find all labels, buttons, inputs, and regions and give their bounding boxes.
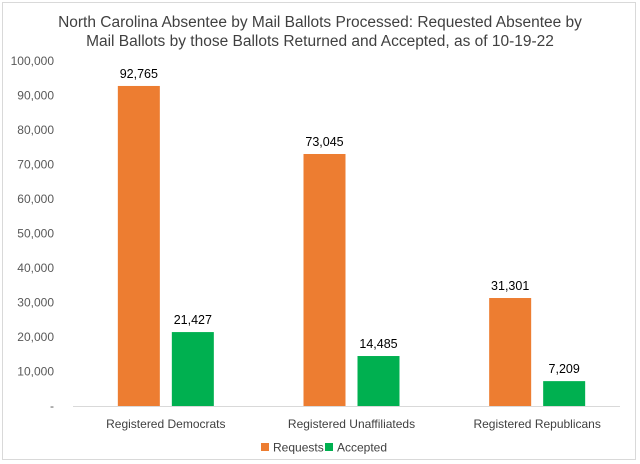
y-tick-label: 10,000 xyxy=(17,365,54,379)
data-label-accepted: 21,427 xyxy=(174,313,212,327)
y-tick-label: 50,000 xyxy=(17,227,54,241)
y-tick-label: 40,000 xyxy=(17,261,54,275)
bar-requests-2 xyxy=(303,153,346,406)
x-axis-categories: Registered Democrats Registered Unaffilia… xyxy=(106,417,601,431)
legend-label-requests: Requests xyxy=(273,441,324,455)
x-category-label: Registered Unaffiliateds xyxy=(288,417,415,431)
data-label-requests: 92,765 xyxy=(120,67,158,81)
data-label-requests: 31,301 xyxy=(491,279,529,293)
data-label-accepted: 14,485 xyxy=(359,337,397,351)
y-tick-label: 90,000 xyxy=(17,89,54,103)
data-labels: 92,765 21,427 73,045 14,485 31,301 7,209 xyxy=(120,67,580,376)
y-tick-label: 100,000 xyxy=(11,54,55,68)
legend: Requests Accepted xyxy=(261,441,387,455)
bar-accepted-2 xyxy=(357,356,400,406)
chart-title-line-1: North Carolina Absentee by Mail Ballots … xyxy=(58,14,582,31)
y-tick-label: - xyxy=(50,399,54,413)
x-category-label: Registered Democrats xyxy=(106,417,225,431)
bar-accepted-1 xyxy=(171,332,214,406)
bars xyxy=(117,85,586,406)
bar-requests-1 xyxy=(117,85,160,406)
bar-requests-3 xyxy=(489,298,532,406)
data-label-requests: 73,045 xyxy=(305,135,343,149)
y-axis: - 10,000 20,000 30,000 40,000 50,000 60,000 70,… xyxy=(11,54,55,413)
y-tick-label: 70,000 xyxy=(17,158,54,172)
y-tick-label: 30,000 xyxy=(17,296,54,310)
bar-accepted-3 xyxy=(543,381,586,406)
x-category-label: Registered Republicans xyxy=(473,417,600,431)
legend-swatch-accepted xyxy=(325,443,333,451)
y-tick-label: 20,000 xyxy=(17,330,54,344)
y-tick-label: 80,000 xyxy=(17,123,54,137)
data-label-accepted: 7,209 xyxy=(549,362,580,376)
legend-swatch-requests xyxy=(261,443,269,451)
y-tick-label: 60,000 xyxy=(17,192,54,206)
chart-title-line-2: Mail Ballots by those Ballots Returned a… xyxy=(86,33,554,50)
legend-label-accepted: Accepted xyxy=(337,441,387,455)
